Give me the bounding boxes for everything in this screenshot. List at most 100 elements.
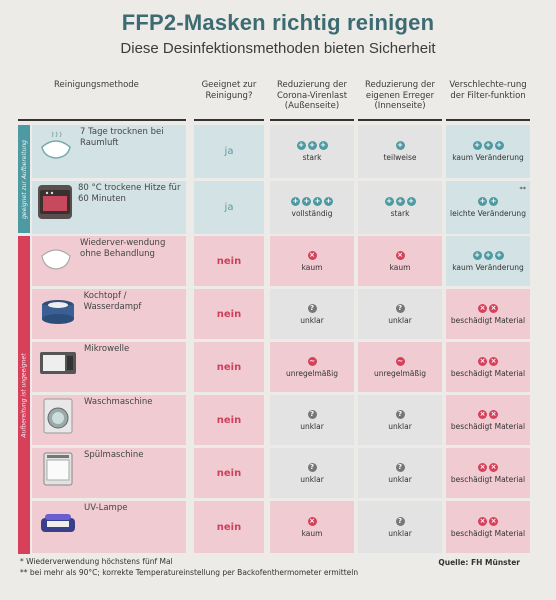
cross-icon: × xyxy=(478,462,487,472)
method-label: Spülmaschine xyxy=(84,450,144,460)
filter-cell: × × beschädigt Material xyxy=(446,289,530,339)
inside-value: teilweise xyxy=(383,153,417,162)
suitable-cell: ja xyxy=(194,181,264,234)
method-label: 80 °C trockene Hitze für 60 Minuten xyxy=(78,183,181,204)
outside-value: unklar xyxy=(300,421,324,431)
header-rule xyxy=(358,119,442,121)
rating-icons: ? xyxy=(395,303,405,313)
cross-icon: × xyxy=(489,462,498,472)
cross-icon: × xyxy=(478,409,487,419)
rating-icons: × × xyxy=(478,409,498,419)
inside-cell: + teilweise xyxy=(358,125,442,178)
washing-machine-icon xyxy=(38,398,78,434)
outside-value: vollständig xyxy=(291,209,333,218)
cross-icon: × xyxy=(478,303,487,313)
rating-icons: ? xyxy=(395,462,405,472)
method-label: Kochtopf / Wasserdampf xyxy=(83,291,142,312)
rating-icons: + + + xyxy=(296,141,328,150)
rating-icons: ? xyxy=(395,409,405,419)
question-icon: ? xyxy=(307,409,317,419)
cross-icon: × xyxy=(307,250,317,260)
page-title: FFP2-Masken richtig reinigen xyxy=(121,10,435,35)
suitable-value: nein xyxy=(216,308,242,320)
suitable-value: ja xyxy=(224,202,234,213)
filter-cell: × × beschädigt Material xyxy=(446,448,530,498)
plus-icon: + xyxy=(483,250,493,260)
cross-icon: × xyxy=(307,516,317,526)
rating-icons: ~ xyxy=(395,356,405,366)
mask-icon xyxy=(38,240,74,274)
table-row: Spülmaschine nein ? unklar ? unklar × × b… xyxy=(0,448,556,498)
suitable-value: nein xyxy=(216,521,242,533)
inside-cell: ? unklar xyxy=(358,395,442,445)
filter-value: beschädigt Material xyxy=(450,474,526,484)
question-icon: ? xyxy=(307,303,317,313)
outside-value: kaum xyxy=(301,528,323,538)
outside-cell: + + + + vollständig xyxy=(270,181,354,234)
method-cell: Mikrowelle xyxy=(32,342,186,392)
inside-cell: + + + stark xyxy=(358,181,442,234)
rating-icons: ? xyxy=(395,516,405,526)
uv-lamp-icon xyxy=(38,505,78,539)
inside-cell: ? unklar xyxy=(358,448,442,498)
outside-cell: × kaum xyxy=(270,236,354,286)
plus-icon: + xyxy=(307,141,317,150)
plus-icon: + xyxy=(324,197,333,206)
plus-icon: + xyxy=(494,141,504,150)
cooking-pot-icon xyxy=(38,293,78,327)
filter-value: beschädigt Material xyxy=(450,368,526,378)
method-cell: Kochtopf / Wasserdampf xyxy=(32,289,186,339)
rating-icons: ? xyxy=(307,462,317,472)
plus-icon: + xyxy=(395,141,405,150)
inside-cell: ? unklar xyxy=(358,501,442,553)
dishwasher-icon xyxy=(38,452,78,486)
filter-value: kaum Veränderung xyxy=(452,262,524,272)
filter-value: kaum Veränderung xyxy=(452,153,524,162)
plus-icon: + xyxy=(489,197,498,206)
header-rule xyxy=(18,119,186,121)
header-rule xyxy=(446,119,530,121)
inside-value: unklar xyxy=(388,474,412,484)
header-rule xyxy=(270,119,354,121)
rating-icons: + xyxy=(395,141,405,150)
filter-cell: × × beschädigt Material xyxy=(446,501,530,553)
oven-icon xyxy=(38,185,72,219)
question-icon: ? xyxy=(395,303,405,313)
suitable-cell: nein xyxy=(194,448,264,498)
cross-icon: × xyxy=(478,516,487,526)
method-cell: UV-Lampe xyxy=(32,501,186,553)
suitable-cell: nein xyxy=(194,342,264,392)
source-credit: Quelle: FH Münster xyxy=(438,558,520,567)
rating-icons: + + + + xyxy=(291,197,333,206)
plus-icon: + xyxy=(318,141,328,150)
outside-cell: ? unklar xyxy=(270,395,354,445)
filter-value: beschädigt Material xyxy=(450,421,526,431)
rating-icons: × × xyxy=(478,462,498,472)
rating-icons: × xyxy=(395,250,405,260)
suitable-cell: nein xyxy=(194,289,264,339)
col-header-filter: Verschlechte-rung der Filter-funktion xyxy=(449,80,527,101)
filter-cell: ** + + leichte Veränderung xyxy=(446,181,530,234)
inside-cell: ~ unregelmäßig xyxy=(358,342,442,392)
table-row: Waschmaschine nein ? unklar ? unklar × × … xyxy=(0,395,556,445)
col-header-inside: Reduzierung der eigenen Erreger (Innense… xyxy=(364,80,436,111)
suitable-value: nein xyxy=(216,255,242,267)
rating-icons: × × xyxy=(478,516,498,526)
inside-cell: × kaum xyxy=(358,236,442,286)
plus-icon: + xyxy=(291,197,300,206)
suitable-cell: ja xyxy=(194,125,264,178)
plus-icon: + xyxy=(494,250,504,260)
plus-icon: + xyxy=(296,141,306,150)
method-label: Waschmaschine xyxy=(84,397,153,407)
inside-value: unklar xyxy=(388,315,412,325)
suitable-value: ja xyxy=(224,146,234,157)
filter-value: beschädigt Material xyxy=(450,528,526,538)
outside-value: unklar xyxy=(300,315,324,325)
footnote-reuse: * Wiederverwendung höchstens fünf Mal xyxy=(20,557,173,566)
table-row: Kochtopf / Wasserdampf nein ? unklar ? u… xyxy=(0,289,556,339)
suitable-cell: nein xyxy=(194,395,264,445)
cross-icon: × xyxy=(478,356,487,366)
method-label: 7 Tage trocknen bei Raumluft xyxy=(80,127,164,148)
footnote-temperature: ** bei mehr als 90°C; korrekte Temperatu… xyxy=(20,568,359,577)
col-header-outside: Reduzierung der Corona-Virenlast (Außens… xyxy=(276,80,348,111)
